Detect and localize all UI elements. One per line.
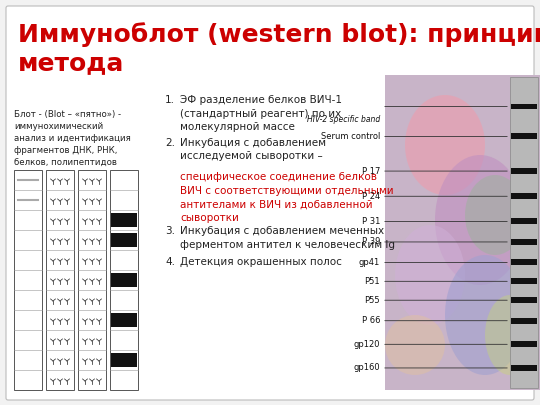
Bar [78,170,106,390]
Bar [385,75,540,390]
FancyBboxPatch shape [6,6,534,400]
Text: Serum control: Serum control [321,132,380,141]
Text: 4.: 4. [165,257,175,267]
Bar [111,273,137,287]
Bar [511,133,537,139]
Text: 2.: 2. [165,138,175,147]
Bar [46,170,74,390]
Bar [511,341,537,347]
Ellipse shape [435,155,525,285]
Bar [111,313,137,327]
Bar [511,318,537,324]
Bar [111,213,137,227]
Bar [511,218,537,224]
Text: P55: P55 [364,296,380,305]
Text: Детекция окрашенных полос: Детекция окрашенных полос [180,257,342,267]
Text: P 31: P 31 [362,217,380,226]
Text: HIV-2 specific band: HIV-2 specific band [307,115,380,124]
Bar [111,233,137,247]
Text: 3.: 3. [165,226,175,236]
Text: gp120: gp120 [354,340,380,349]
Text: Инкубация с добавлением
исследуемой сыворотки –: Инкубация с добавлением исследуемой сыво… [180,138,326,175]
Bar [511,168,537,174]
Text: gp160: gp160 [353,363,380,373]
Ellipse shape [385,315,445,375]
Ellipse shape [445,255,525,375]
Ellipse shape [465,175,525,255]
Bar [111,353,137,367]
Text: P 66: P 66 [361,316,380,325]
Bar [510,77,538,388]
Text: Инкубация с добавлением меченных
ферментом антител к человеческим Ig: Инкубация с добавлением меченных фермент… [180,226,395,249]
Bar [511,365,537,371]
Text: 1.: 1. [165,95,175,105]
Text: P 24: P 24 [362,192,380,201]
Text: gp41: gp41 [359,258,380,267]
Bar [14,170,42,390]
Bar [511,193,537,199]
Text: P51: P51 [364,277,380,286]
Bar [511,104,537,109]
Bar [511,260,537,265]
Ellipse shape [485,295,535,375]
Text: Иммуноблот (western blot): принцип
метода: Иммуноблот (western blot): принцип метод… [18,22,540,76]
Bar [511,278,537,284]
Text: P 39: P 39 [362,237,380,247]
Text: специфическое соединение белков
ВИЧ с соответствующими отдельными
антителами к В: специфическое соединение белков ВИЧ с со… [180,172,394,223]
Bar [110,170,138,390]
Text: Блот - (Blot – «пятно») -
иммунохимический
анализ и идентификация
фрагментов ДНК: Блот - (Blot – «пятно») - иммунохимическ… [14,110,131,168]
Text: ЭФ разделение белков ВИЧ-1
(стандартный реагент) по их
молекулярной массе: ЭФ разделение белков ВИЧ-1 (стандартный … [180,95,342,132]
Ellipse shape [405,95,485,195]
Bar [511,239,537,245]
Ellipse shape [395,225,465,325]
Text: P 17: P 17 [362,166,380,176]
Bar [511,297,537,303]
